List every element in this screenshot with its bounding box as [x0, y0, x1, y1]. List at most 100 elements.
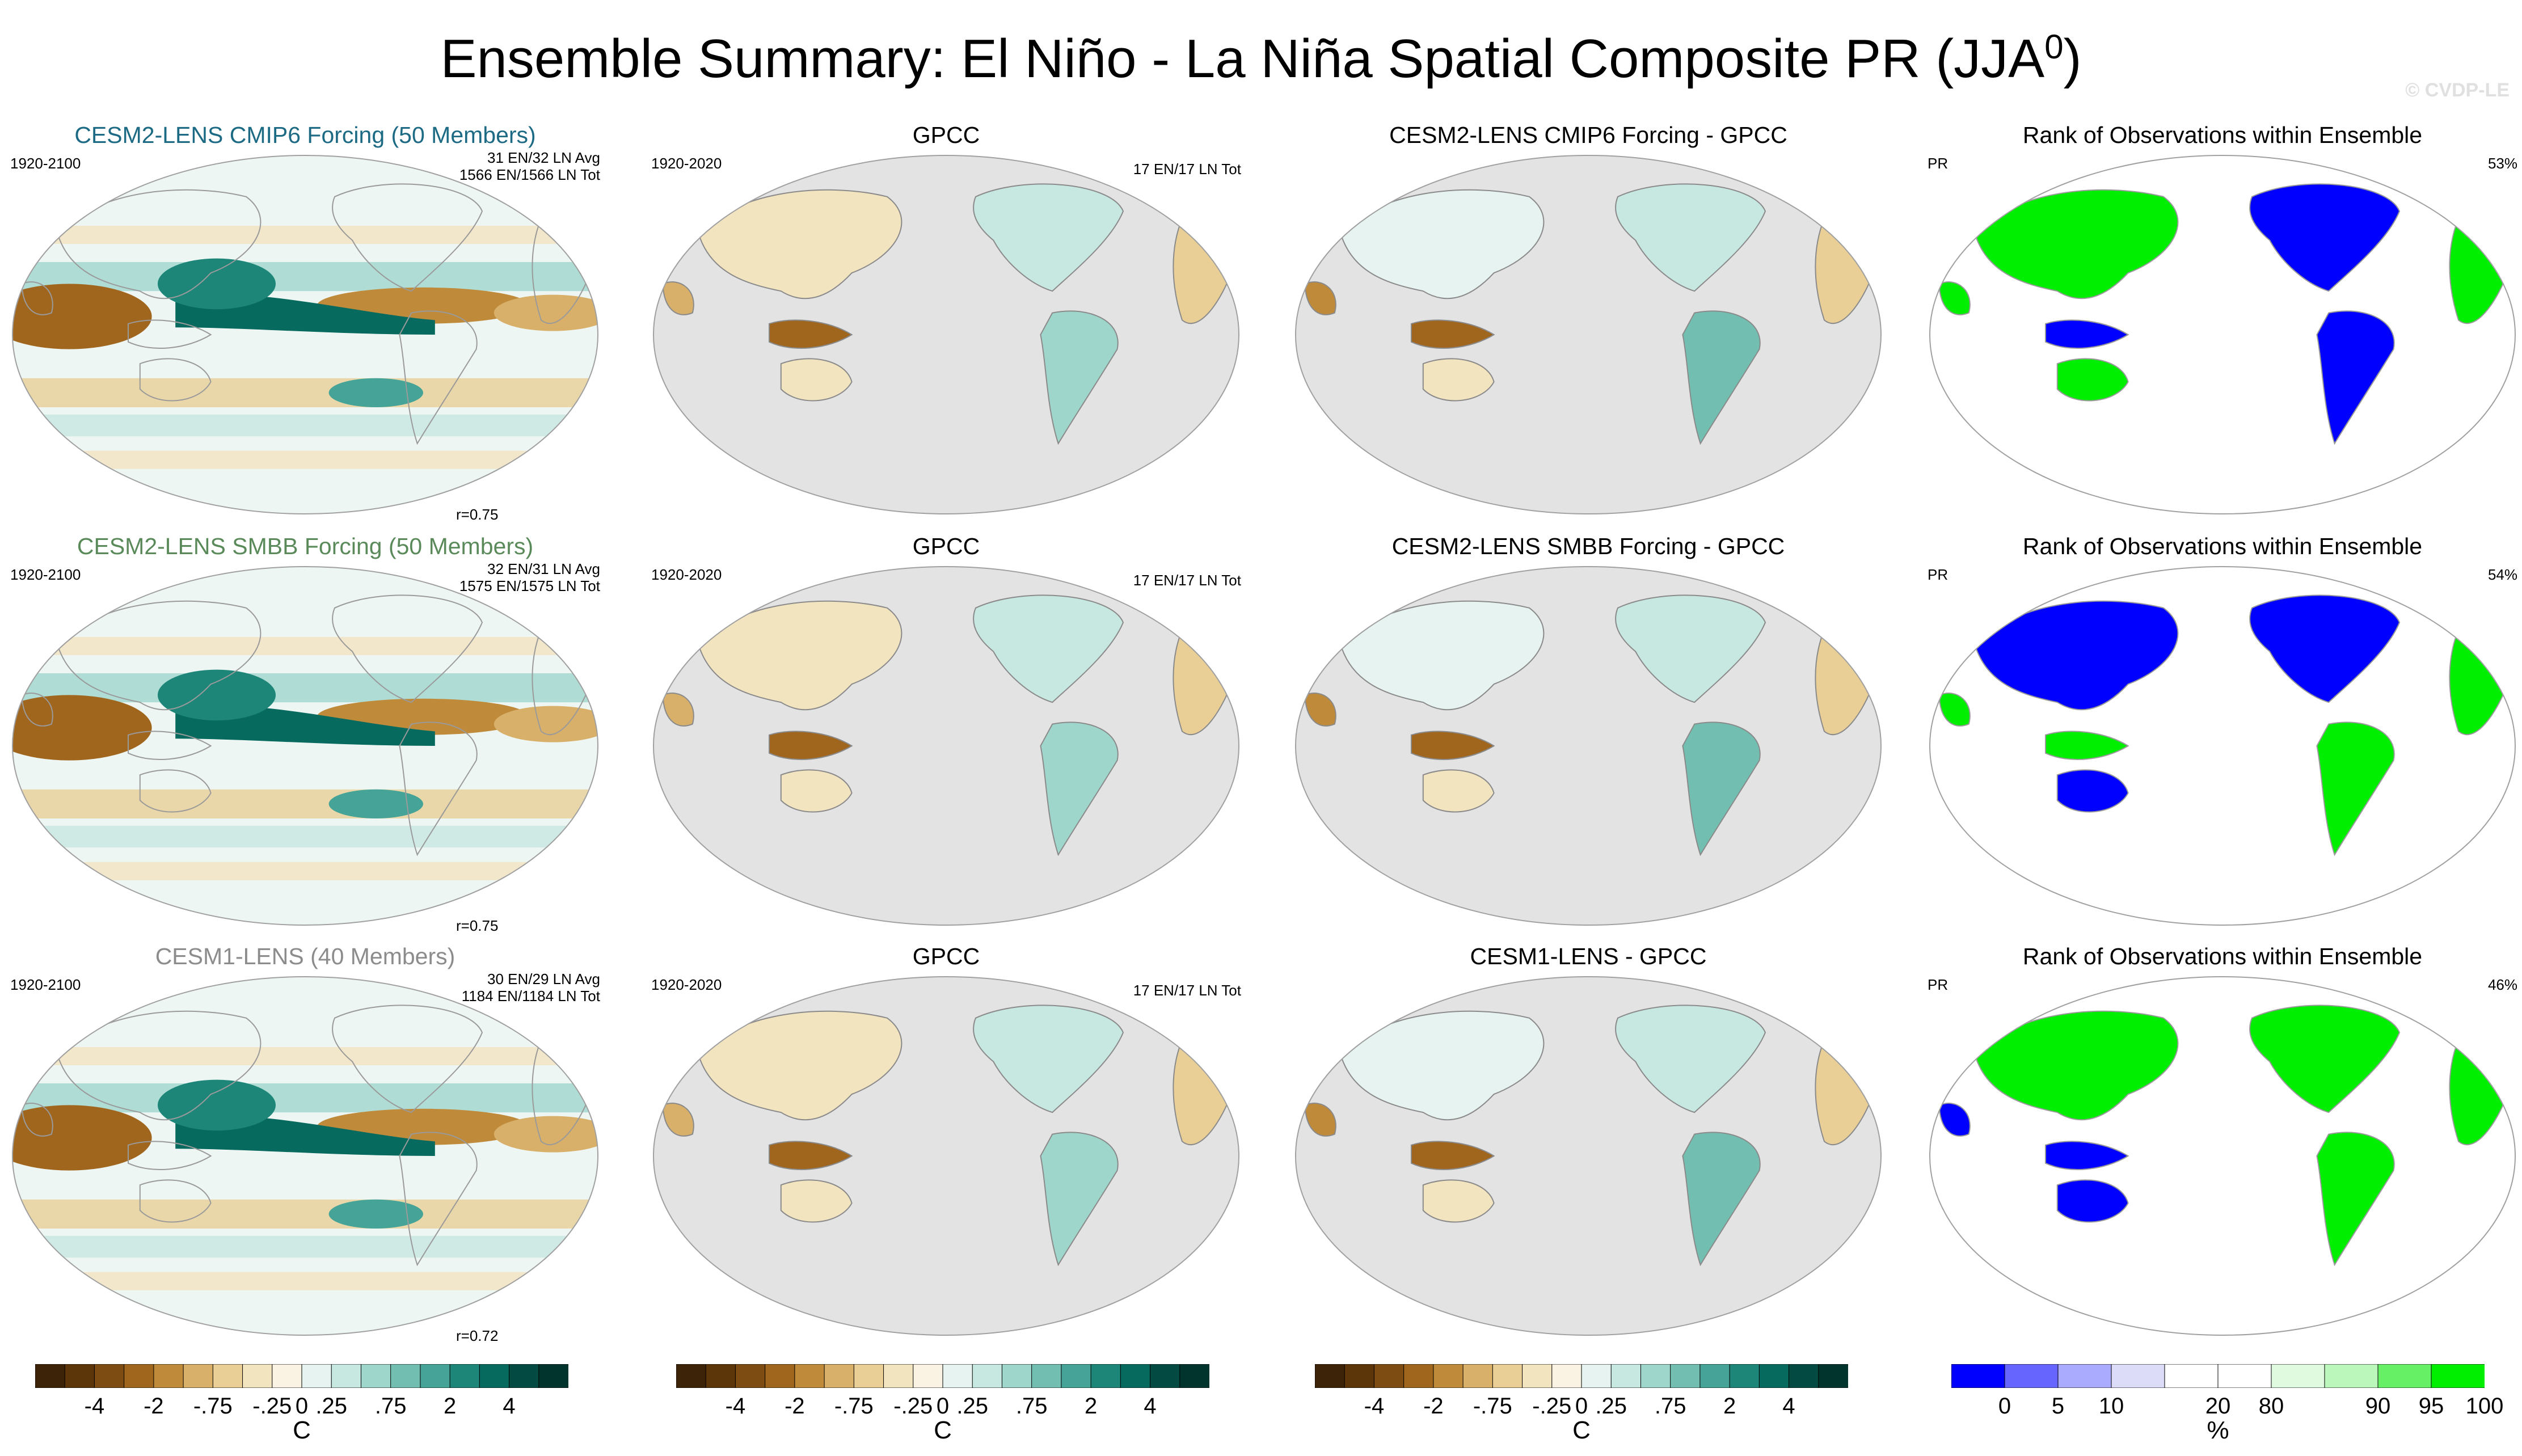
- colorbar-swatch: [449, 1364, 480, 1388]
- colorbar-tick-label: 2: [1723, 1394, 1736, 1419]
- ens-map: [10, 153, 600, 516]
- rank-region: [2045, 1141, 2129, 1170]
- ens-stats-avg: 32 EN/31 LN Avg: [487, 560, 600, 577]
- land-region: [973, 183, 1124, 292]
- ens-map-svg: [12, 566, 598, 926]
- colorbar-swatch: [1670, 1364, 1701, 1388]
- colorbar-swatch: [1640, 1364, 1671, 1388]
- land-region: [1340, 189, 1545, 299]
- ens-band: [12, 450, 598, 469]
- colorbar-tick-label: 100: [2465, 1394, 2504, 1419]
- land-region: [1682, 721, 1761, 856]
- rank-region: [2056, 358, 2129, 402]
- colorbar-swatch: [883, 1364, 914, 1388]
- pr-colorbar-3: [1315, 1364, 1848, 1388]
- colorbar-tick-label: 4: [1144, 1394, 1157, 1419]
- colorbar-tick-label: 0: [295, 1394, 309, 1419]
- colorbar-swatch: [35, 1364, 66, 1388]
- rank-map-svg: [1929, 566, 2516, 926]
- coastline: [57, 600, 262, 711]
- colorbar-unit: C: [934, 1416, 952, 1444]
- ens-band: [12, 1083, 598, 1113]
- colorbar-swatch: [765, 1364, 795, 1388]
- colorbar-swatch: [479, 1364, 510, 1388]
- land-region: [973, 594, 1124, 703]
- land-region: [1411, 319, 1495, 349]
- colorbar-tick-label: 5: [2051, 1394, 2065, 1419]
- diff-map: [1293, 153, 1883, 516]
- colorbar-tick-label: -.75: [1473, 1394, 1512, 1419]
- colorbar-swatch: [913, 1364, 943, 1388]
- land-region: [662, 281, 694, 315]
- obs-panel-title: GPCC: [912, 533, 980, 559]
- land-region: [1304, 693, 1336, 727]
- diff-map-svg: [1295, 155, 1882, 514]
- ens-years: 1920-2100: [10, 155, 81, 172]
- map-border: [1295, 976, 1882, 1336]
- colorbar-tick-label: 0: [1998, 1394, 2011, 1419]
- colorbar-tick-label: .25: [956, 1394, 989, 1419]
- land-region: [1340, 1010, 1545, 1121]
- land-region: [1340, 600, 1545, 711]
- colorbar-swatch: [124, 1364, 154, 1388]
- ens-panel-title: CESM1-LENS (40 Members): [155, 943, 456, 969]
- ens-stats-tot: 1575 EN/1575 LN Tot: [459, 577, 600, 594]
- map-border: [1929, 155, 2516, 514]
- obs-map-svg: [653, 976, 1239, 1336]
- coastline: [21, 693, 53, 727]
- colorbar-tick-label: -2: [1423, 1394, 1444, 1419]
- land-region: [1615, 1005, 1766, 1113]
- rank-map: [1928, 564, 2517, 927]
- rank-region: [2045, 731, 2129, 760]
- land-region: [1422, 358, 1495, 402]
- rank-region: [2316, 1132, 2395, 1267]
- land-region: [780, 769, 853, 813]
- main-title-superscript: 0: [2044, 28, 2064, 66]
- land-region: [1304, 1103, 1336, 1137]
- land-region: [1040, 310, 1119, 445]
- rank-region: [2045, 319, 2129, 349]
- colorbar-swatch: [242, 1364, 273, 1388]
- ens-dry-west: [12, 1105, 152, 1171]
- colorbar-swatch: [1344, 1364, 1375, 1388]
- map-border: [1929, 566, 2516, 926]
- colorbar-tick-label: -4: [84, 1394, 105, 1419]
- ens-stats-tot: 1184 EN/1184 LN Tot: [461, 987, 600, 1005]
- ens-wet-west: [158, 669, 276, 721]
- obs-map-svg: [653, 155, 1239, 514]
- pr-colorbar-1: [35, 1364, 568, 1388]
- rank-region: [1974, 189, 2179, 299]
- map-border: [1295, 566, 1882, 926]
- ens-band: [12, 1199, 598, 1229]
- land-region: [662, 693, 694, 727]
- colorbar-swatch: [1120, 1364, 1151, 1388]
- land-region: [780, 358, 853, 402]
- colorbar-tick-label: -2: [144, 1394, 164, 1419]
- main-title-text: Ensemble Summary: El Niño - La Niña Spat…: [440, 28, 2045, 89]
- colorbar-tick-label: -.25: [252, 1394, 292, 1419]
- ens-map-svg: [12, 976, 598, 1336]
- colorbar-swatch: [1462, 1364, 1494, 1388]
- coastline: [57, 1010, 262, 1121]
- rank-map: [1928, 153, 2517, 516]
- colorbar-swatch: [509, 1364, 539, 1388]
- rank-region: [1938, 281, 1971, 315]
- coastline: [332, 183, 483, 292]
- colorbar-swatch: [2111, 1364, 2165, 1388]
- obs-panel-title: GPCC: [912, 943, 980, 969]
- colorbar-swatch: [676, 1364, 707, 1388]
- ens-pattern-corr: r=0.75: [456, 917, 499, 934]
- colorbar-swatch: [2217, 1364, 2272, 1388]
- colorbar-swatch: [153, 1364, 184, 1388]
- colorbar-swatch: [212, 1364, 243, 1388]
- colorbar-tick-label: 2: [443, 1394, 457, 1419]
- land-region: [1040, 1132, 1119, 1267]
- diff-panel-title: CESM2-LENS CMIP6 Forcing - GPCC: [1389, 122, 1787, 148]
- colorbar-tick-label: 2: [1084, 1394, 1098, 1419]
- coastline: [128, 1141, 212, 1170]
- colorbar-swatch: [1373, 1364, 1405, 1388]
- rank-region: [1938, 693, 1971, 727]
- rank-map: [1928, 974, 2517, 1337]
- colorbar-swatch: [1758, 1364, 1790, 1388]
- coastline: [57, 189, 262, 299]
